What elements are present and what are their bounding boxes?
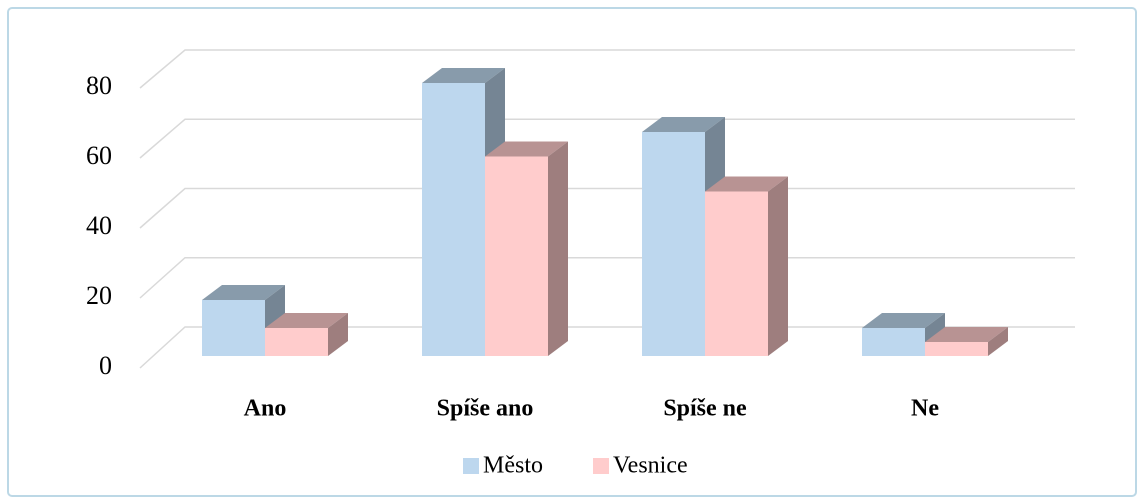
bar-top xyxy=(202,285,285,300)
bar-front xyxy=(202,300,265,356)
bar xyxy=(265,313,348,356)
grid-line xyxy=(139,49,1075,89)
grid-line xyxy=(139,118,1075,159)
bar-side xyxy=(328,313,348,356)
y-tick-label: 0 xyxy=(99,351,112,380)
legend-label: Město xyxy=(483,453,543,479)
bar-front xyxy=(862,328,925,356)
bar xyxy=(925,327,1008,356)
bar-top xyxy=(642,117,725,132)
x-tick-label: Ano xyxy=(244,396,287,422)
bar-front xyxy=(485,156,548,356)
bar-front xyxy=(422,83,485,356)
x-tick-label: Spíše ne xyxy=(663,396,747,422)
bar-top xyxy=(925,327,1008,342)
bar-top xyxy=(862,313,945,328)
bar-side xyxy=(988,327,1008,356)
x-tick-label: Spíše ano xyxy=(437,396,534,422)
y-tick-label: 20 xyxy=(86,281,112,310)
y-tick-label: 60 xyxy=(86,141,112,170)
bar-side xyxy=(548,141,568,356)
bar-side xyxy=(768,176,788,356)
bar-front xyxy=(705,191,768,356)
x-tick-label: Ne xyxy=(911,396,939,422)
legend-label: Vesnice xyxy=(613,453,688,479)
bar-front xyxy=(925,342,988,356)
bar-front xyxy=(265,328,328,356)
legend-swatch xyxy=(593,458,609,474)
chart-frame xyxy=(7,7,1137,497)
y-tick-label: 80 xyxy=(86,71,112,100)
y-tick-label: 40 xyxy=(86,211,112,240)
bar-top xyxy=(422,68,505,83)
bar-top xyxy=(485,141,568,157)
bar-front xyxy=(642,132,705,356)
bar-top xyxy=(265,313,348,328)
bar xyxy=(485,141,568,356)
bar xyxy=(705,176,788,356)
legend-swatch xyxy=(463,458,479,474)
bar-top xyxy=(705,176,788,192)
